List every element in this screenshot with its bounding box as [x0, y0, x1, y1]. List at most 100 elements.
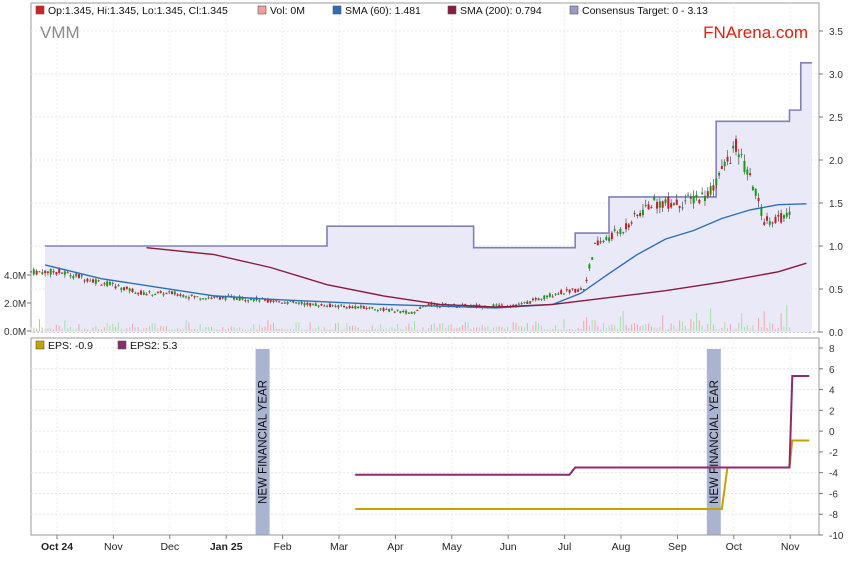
financial-year-marker — [255, 349, 270, 535]
candle-body — [187, 297, 190, 299]
candle-body — [687, 194, 690, 196]
candle-body — [605, 237, 608, 240]
candle-body — [66, 272, 69, 274]
eps-panel — [30, 337, 820, 536]
candle-body — [38, 271, 41, 273]
candle-body — [334, 305, 337, 307]
candle-body — [182, 295, 185, 298]
candle-body — [55, 272, 58, 275]
candle-body — [190, 294, 193, 296]
candle-body — [61, 272, 64, 274]
candle-body — [137, 292, 140, 295]
brand-label: FNArena.com — [703, 23, 808, 42]
candle-body — [123, 287, 126, 290]
candle-body — [323, 305, 326, 307]
candle-body — [613, 229, 616, 231]
candle-body — [207, 297, 210, 299]
candle-body — [44, 270, 47, 274]
candle-body — [720, 165, 723, 169]
candle-body — [269, 299, 272, 302]
eps-tick-label: -10 — [829, 531, 844, 542]
candle-body — [213, 295, 216, 298]
candle-body — [689, 197, 692, 199]
candle-body — [92, 279, 95, 283]
candle-body — [594, 242, 596, 244]
candle-body — [210, 297, 213, 299]
candle-body — [139, 290, 142, 295]
candle-body — [444, 303, 447, 305]
candle-body — [537, 298, 540, 301]
legend-label: Consensus Target: 0 - 3.13 — [582, 5, 708, 17]
candle-body — [154, 294, 157, 296]
candle-body — [625, 223, 628, 230]
legend-label: Op:1.345, Hi:1.345, Lo:1.345, Cl:1.345 — [48, 5, 228, 17]
candle-body — [771, 222, 774, 224]
candle-body — [608, 237, 611, 241]
consensus-target-area — [45, 62, 813, 332]
candle-body — [732, 145, 735, 149]
candle-body — [32, 269, 35, 275]
candle-body — [701, 192, 704, 195]
candle-body — [365, 307, 368, 309]
candle-body — [77, 274, 80, 279]
candle-body — [766, 216, 769, 221]
candle-body — [627, 224, 630, 228]
x-tick-label: Dec — [160, 541, 179, 553]
legend-swatch — [257, 5, 267, 15]
candle-body — [108, 281, 111, 285]
candle-body — [754, 188, 757, 196]
candle-body — [577, 289, 580, 292]
candle-body — [622, 232, 625, 234]
candle-body — [596, 240, 599, 246]
x-tick-label: Feb — [274, 541, 292, 553]
candle-body — [303, 303, 306, 306]
ticker-label: VMM — [40, 23, 80, 42]
candle-body — [171, 291, 173, 295]
candle-body — [534, 297, 537, 300]
eps-tick-label: -8 — [829, 510, 838, 521]
candle-body — [117, 285, 120, 287]
price-tick-label: 0.5 — [829, 285, 843, 296]
candle-body — [641, 209, 644, 216]
candle-body — [283, 302, 286, 304]
eps-tick-label: -4 — [829, 469, 838, 480]
candle-body — [650, 207, 653, 209]
candle-body — [72, 276, 75, 279]
x-tick-label: Nov — [781, 541, 800, 553]
candle-body — [498, 304, 501, 307]
candle-body — [630, 222, 633, 224]
x-tick-label: Mar — [330, 541, 349, 553]
candle-body — [266, 298, 269, 303]
candle-body — [788, 211, 791, 216]
candle-body — [684, 200, 687, 202]
candle-body — [712, 185, 715, 191]
candle-body — [125, 286, 128, 289]
candle-body — [492, 304, 495, 307]
candle-body — [402, 311, 405, 313]
candle-body — [173, 291, 176, 295]
candle-body — [644, 204, 647, 206]
candle-body — [751, 186, 754, 191]
eps-tick-label: -2 — [829, 448, 838, 459]
candle-body — [653, 197, 656, 201]
candle-body — [582, 289, 585, 291]
candle-body — [737, 154, 740, 158]
candle-body — [760, 206, 763, 216]
candle-body — [247, 300, 250, 302]
candle-body — [729, 163, 732, 165]
candle-body — [709, 186, 712, 195]
candle-body — [41, 272, 44, 275]
candle-body — [328, 303, 331, 308]
candle-body — [447, 304, 450, 307]
legend-swatch — [447, 5, 457, 15]
candle-body — [413, 312, 416, 314]
candle-body — [156, 291, 159, 293]
candle-body — [159, 291, 162, 293]
candle-body — [438, 306, 441, 308]
legend-bottom: EPS: -0.9 EPS2: 5.3 — [35, 340, 177, 352]
candle-body — [568, 289, 571, 293]
candle-body — [278, 301, 281, 303]
candle-body — [695, 194, 698, 198]
candle-body — [280, 302, 283, 304]
candle-body — [120, 288, 123, 290]
